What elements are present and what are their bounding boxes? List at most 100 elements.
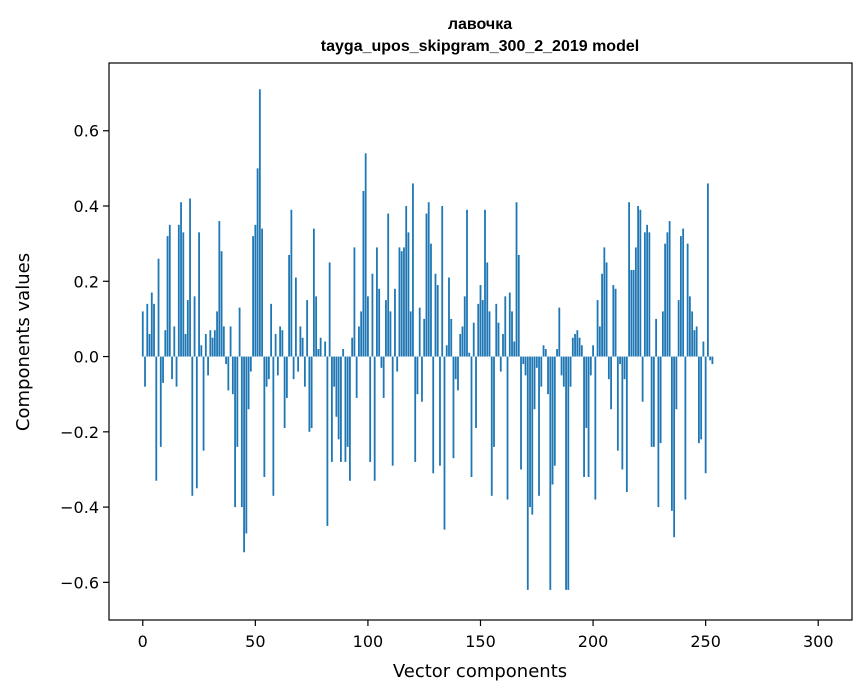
bar xyxy=(236,357,238,447)
bar xyxy=(459,334,461,357)
bar xyxy=(412,183,414,356)
y-tick-label: −0.4 xyxy=(60,498,99,517)
bar xyxy=(383,357,385,398)
bar xyxy=(662,311,664,356)
bar xyxy=(354,247,356,356)
bar xyxy=(554,357,556,466)
bar xyxy=(381,357,383,368)
bar xyxy=(495,304,497,357)
bar xyxy=(336,357,338,417)
bar xyxy=(248,357,250,410)
bar xyxy=(308,357,310,432)
bar xyxy=(666,232,668,356)
bar xyxy=(684,357,686,500)
bar xyxy=(619,357,621,365)
bar xyxy=(581,345,583,356)
x-axis-label: Vector components xyxy=(393,661,567,682)
bar xyxy=(621,357,623,470)
bar xyxy=(329,262,331,356)
bar xyxy=(360,311,362,356)
bar xyxy=(626,357,628,492)
bar xyxy=(324,342,326,357)
bar xyxy=(527,357,529,590)
bar xyxy=(311,357,313,429)
bar xyxy=(660,357,662,444)
bar xyxy=(378,289,380,357)
bar xyxy=(261,229,263,357)
x-tick-label: 100 xyxy=(353,632,384,651)
bar xyxy=(579,338,581,357)
bar xyxy=(155,357,157,481)
bar xyxy=(234,357,236,508)
bar xyxy=(257,168,259,356)
bar xyxy=(279,326,281,356)
bar xyxy=(281,330,283,356)
bar xyxy=(290,210,292,357)
bar xyxy=(367,296,369,356)
y-tick-label: 0.2 xyxy=(74,272,99,291)
bar xyxy=(556,349,558,357)
bar xyxy=(675,357,677,410)
bar xyxy=(164,330,166,356)
bar xyxy=(673,357,675,538)
bar xyxy=(448,278,450,357)
bar xyxy=(191,357,193,496)
bar xyxy=(338,357,340,440)
bar xyxy=(194,296,196,356)
bar xyxy=(547,357,549,395)
bar xyxy=(239,308,241,357)
bar xyxy=(441,206,443,357)
bar xyxy=(468,353,470,357)
bar xyxy=(408,232,410,356)
bar xyxy=(209,330,211,356)
bar xyxy=(288,255,290,357)
chart-title-group: лавочка tayga_upos_skipgram_300_2_2019 m… xyxy=(321,16,639,55)
bar xyxy=(218,221,220,356)
bar xyxy=(167,236,169,356)
bar xyxy=(466,210,468,357)
bar xyxy=(558,308,560,357)
bar xyxy=(567,357,569,590)
bar xyxy=(241,357,243,508)
bar xyxy=(561,357,563,376)
bar xyxy=(263,357,265,477)
x-tick-label: 300 xyxy=(803,632,834,651)
bar xyxy=(646,225,648,357)
y-tick-label: −0.6 xyxy=(60,573,99,592)
bar xyxy=(178,225,180,357)
bar xyxy=(608,357,610,380)
x-tick-label: 0 xyxy=(138,632,148,651)
bar xyxy=(277,357,279,376)
bar xyxy=(221,251,223,356)
bar xyxy=(648,232,650,356)
bar xyxy=(698,357,700,444)
bar xyxy=(153,304,155,357)
bar xyxy=(507,357,509,500)
bar xyxy=(655,319,657,357)
bar xyxy=(243,357,245,553)
bar xyxy=(520,357,522,470)
bar xyxy=(709,357,711,361)
bar xyxy=(270,304,272,357)
bar xyxy=(549,357,551,590)
bar xyxy=(410,311,412,356)
bar xyxy=(272,357,274,496)
chart-title: лавочка xyxy=(448,16,512,33)
bar xyxy=(635,247,637,356)
bar xyxy=(664,244,666,357)
bar xyxy=(423,319,425,357)
x-tick-label: 150 xyxy=(465,632,496,651)
bar xyxy=(225,357,227,365)
bar xyxy=(387,214,389,357)
y-tick-label: −0.2 xyxy=(60,423,99,442)
bar xyxy=(657,357,659,508)
bar xyxy=(516,202,518,356)
bar xyxy=(477,304,479,357)
bar xyxy=(576,330,578,356)
bar xyxy=(525,357,527,376)
bar xyxy=(671,357,673,511)
bar xyxy=(597,300,599,356)
bar xyxy=(696,326,698,356)
bar xyxy=(700,357,702,440)
